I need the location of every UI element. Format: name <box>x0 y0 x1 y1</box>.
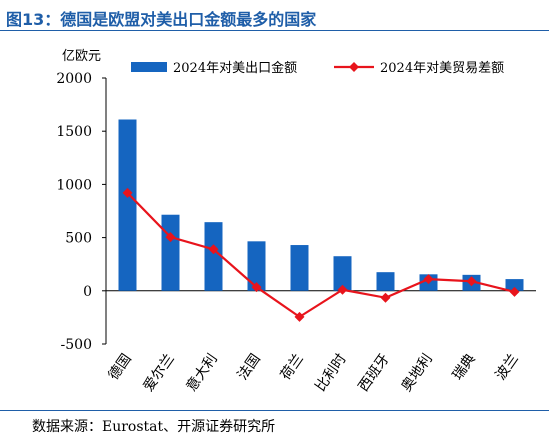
x-tick-label: 意大利 <box>183 351 221 395</box>
bar-6 <box>333 256 352 291</box>
y-tick-label: 1500 <box>56 124 92 140</box>
y-axis-ticks: -500 0 500 1000 1500 2000 <box>56 71 536 353</box>
line-point-4 <box>251 282 262 293</box>
y-tick-label: 1000 <box>56 177 92 193</box>
legend-swatch-marker <box>349 62 359 72</box>
bar-2 <box>161 214 180 291</box>
line-point-10 <box>509 286 520 297</box>
x-tick-label: 西班牙 <box>356 351 393 395</box>
x-tick-label: 法国 <box>235 351 264 383</box>
x-tick-label: 瑞典 <box>450 351 479 383</box>
bar-7 <box>376 272 395 291</box>
y-tick-label: 0 <box>83 284 92 300</box>
source-divider <box>0 410 549 411</box>
trade-balance-line <box>126 192 515 319</box>
x-tick-label: 荷兰 <box>278 351 307 383</box>
line-point-3 <box>208 244 219 255</box>
line-point-5 <box>294 311 305 322</box>
y-tick-label: 2000 <box>56 71 92 87</box>
x-tick-label: 波兰 <box>493 351 522 383</box>
chart-area: 亿欧元 2024年对美出口金额 2024年对美贸易差额 -500 0 500 1000 1… <box>56 49 536 395</box>
line-series <box>122 187 520 322</box>
bar-1 <box>118 119 137 291</box>
legend-label-bar: 2024年对美出口金额 <box>173 60 297 76</box>
line-point-1 <box>122 187 133 198</box>
y-tick-label: -500 <box>61 337 92 353</box>
y-axis-unit-label: 亿欧元 <box>62 49 101 64</box>
legend-swatch-bar <box>131 62 167 72</box>
bar-4 <box>247 241 266 291</box>
x-tick-label: 奥地利 <box>398 351 436 395</box>
chart-title: 图13：德国是欧盟对美出口金额最多的国家 <box>6 10 317 29</box>
bar-5 <box>290 245 309 291</box>
legend-label-line: 2024年对美贸易差额 <box>380 61 504 76</box>
x-tick-label: 比利时 <box>313 351 350 395</box>
bar-10 <box>505 279 524 291</box>
y-tick-label: 500 <box>65 231 92 247</box>
line-point-7 <box>380 292 391 303</box>
bar-series <box>118 119 524 291</box>
bar-3 <box>204 222 223 291</box>
line-point-6 <box>337 284 348 295</box>
title-divider <box>0 30 549 31</box>
source-note: 数据来源：Eurostat、开源证券研究所 <box>32 419 276 435</box>
line-point-2 <box>165 232 176 243</box>
line-point-9 <box>466 276 477 287</box>
legend: 2024年对美出口金额 2024年对美贸易差额 <box>131 60 504 76</box>
x-axis-labels: 德国 爱尔兰 意大利 法国 荷兰 比利时 西班牙 奥地利 瑞典 波兰 <box>106 351 522 395</box>
line-point-8 <box>423 274 434 285</box>
x-tick-label: 爱尔兰 <box>141 351 178 395</box>
x-tick-label: 德国 <box>106 351 135 383</box>
